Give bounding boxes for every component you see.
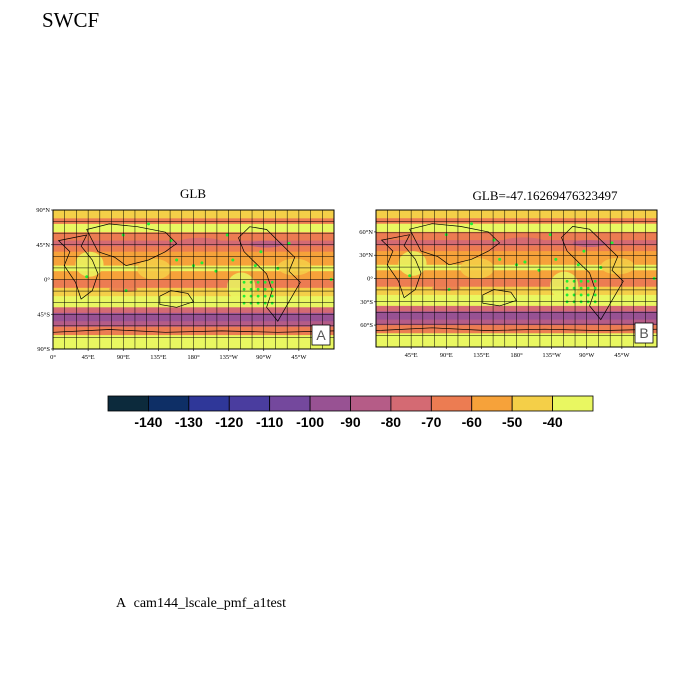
colorbar-label: -50 — [502, 414, 522, 430]
panel-a-title: GLB — [180, 186, 206, 201]
colorbar-label: -80 — [381, 414, 401, 430]
colorbar-label: -70 — [421, 414, 441, 430]
y-tick-label: 90°N — [36, 207, 50, 214]
x-tick-label: 45°E — [405, 352, 418, 359]
x-tick-label: 135°W — [542, 352, 561, 359]
panel-badge-box — [634, 322, 654, 344]
x-tick-label: 45°W — [291, 354, 307, 360]
y-tick-label: 60°N — [359, 229, 373, 236]
colorbar-swatch — [107, 395, 149, 412]
colorbar-swatch — [188, 395, 230, 412]
colorbar-swatch — [148, 395, 190, 412]
y-tick-label: 30°N — [359, 252, 373, 259]
colorbar-swatch — [350, 395, 392, 412]
colorbar-swatch — [269, 395, 311, 412]
y-tick-label: 0° — [367, 276, 373, 283]
colorbar-swatch — [471, 395, 513, 412]
colorbar-swatch — [552, 395, 594, 412]
colorbar-label: -40 — [542, 414, 562, 430]
colorbar-swatch — [430, 395, 473, 412]
x-tick-label: 90°W — [256, 354, 272, 360]
y-tick-label: 45°N — [36, 242, 50, 249]
x-tick-label: 135°E — [150, 354, 166, 360]
colorbar-label: -60 — [462, 414, 482, 430]
colorbar-label: -120 — [215, 414, 243, 430]
y-tick-label: 30°S — [360, 299, 373, 306]
x-tick-label: 90°E — [440, 352, 453, 359]
colorbar-label: -90 — [340, 414, 360, 430]
x-tick-label: 180° — [187, 354, 200, 360]
colorbar-swatch — [309, 395, 351, 412]
map-grid — [376, 210, 657, 347]
case-caption: A cam144_lscale_pmf_a1test — [116, 596, 290, 612]
colorbar: -140 -130 -120 -110 -100 -90 -80 -70 -60 -50 -40 — [107, 395, 594, 430]
x-tick-label: 45°W — [614, 352, 630, 359]
figure-title: SWCF — [42, 8, 100, 32]
x-tick-label: 90°W — [579, 352, 595, 359]
y-tick-label: 0° — [44, 277, 50, 284]
panel-badge-letter: B — [639, 325, 648, 341]
case-letter: A — [116, 596, 127, 611]
y-tick-label: 45°S — [37, 311, 50, 318]
case-name: cam144_lscale_pmf_a1test — [133, 596, 287, 611]
x-tick-label: 135°W — [219, 354, 238, 360]
x-tick-label: 135°E — [473, 352, 489, 359]
colorbar-label: -110 — [256, 414, 283, 430]
panel-b-title: GLB=-47.16269476323497 — [472, 188, 618, 203]
y-tick-label: 60°S — [360, 322, 373, 329]
panel-badge-letter: A — [316, 327, 326, 343]
map-panel-a: 90°N45°N0°45°S90°S0° 45°E 90°E 135°E 180° 135… — [36, 207, 335, 360]
panel-badge-box — [311, 324, 331, 346]
colorbar-swatch — [511, 395, 553, 412]
colorbar-swatch — [228, 395, 271, 412]
colorbar-label: -140 — [134, 414, 162, 430]
colorbar-label: -130 — [175, 414, 203, 430]
x-tick-label: 45°E — [82, 354, 95, 360]
y-tick-label: 90°S — [37, 346, 50, 353]
x-tick-label: 180° — [510, 352, 523, 359]
map-panel-b: 60°N 30°N 0° 30°S 60°S 45°E 90°E 135°E 180° 135°W… — [359, 209, 658, 359]
x-tick-label: 90°E — [117, 354, 130, 360]
colorbar-label: -100 — [296, 414, 324, 430]
x-tick-label: 0° — [50, 354, 56, 360]
colorbar-swatch — [390, 395, 432, 412]
